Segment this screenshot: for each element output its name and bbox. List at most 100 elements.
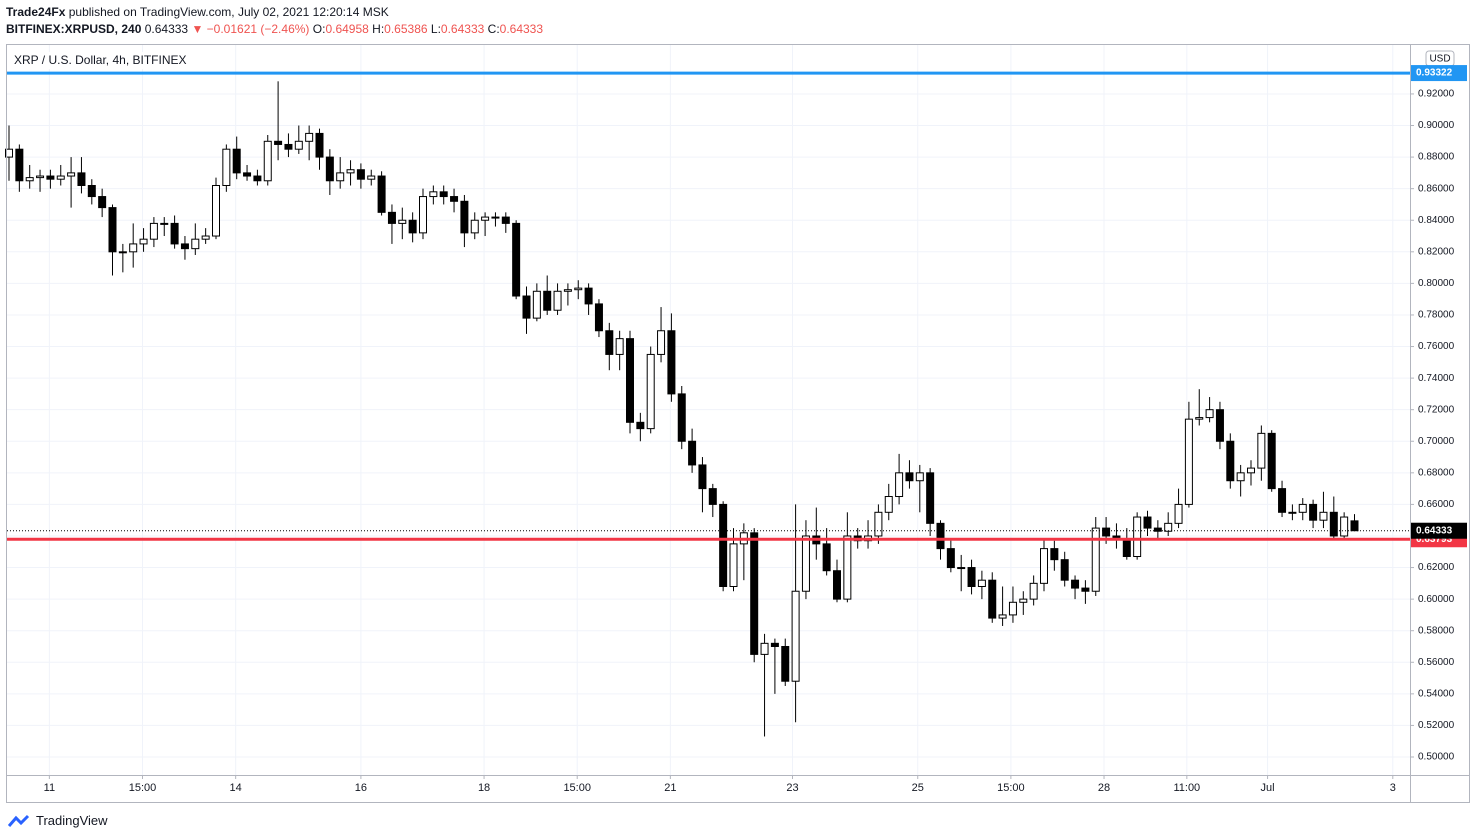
candle-body <box>833 570 841 600</box>
candle-body <box>460 200 469 234</box>
candle-body <box>398 219 407 224</box>
candle-body <box>1309 503 1318 521</box>
candle-body <box>822 543 831 572</box>
candle-body <box>1340 516 1349 537</box>
candle-body <box>408 219 417 234</box>
y-tick-label: 0.52000 <box>1418 720 1455 731</box>
y-tick-label: 0.88000 <box>1418 152 1455 163</box>
candle-body <box>915 472 924 482</box>
candle-body <box>129 243 138 253</box>
candle-body <box>491 216 500 219</box>
candle-body <box>967 567 976 588</box>
candle-body <box>543 290 552 311</box>
candle-body <box>646 353 655 430</box>
candle-body <box>1091 527 1100 592</box>
candle-body <box>770 642 779 647</box>
candle-body <box>1143 516 1152 529</box>
y-tick-label: 0.86000 <box>1418 183 1455 194</box>
candle-body <box>977 579 986 588</box>
x-tick-label: 11 <box>44 782 55 794</box>
candle-body <box>1164 522 1173 532</box>
candle-body <box>760 642 769 655</box>
candle-body <box>346 169 355 174</box>
candle-body <box>657 330 666 355</box>
candle-body <box>895 472 904 498</box>
candle-body <box>574 287 583 291</box>
candle-body <box>5 148 13 158</box>
candle-body <box>243 172 252 177</box>
candle-body <box>356 169 365 180</box>
x-tick-label: 15:00 <box>129 782 157 794</box>
y-tick-label: 0.70000 <box>1418 436 1455 447</box>
candle-body <box>1215 409 1224 442</box>
currency: USD <box>1429 54 1450 65</box>
x-tick-label: 23 <box>786 782 798 794</box>
candle-body <box>926 472 935 524</box>
candle-body <box>553 290 562 311</box>
candle-body <box>212 185 220 237</box>
candle-body <box>605 330 614 355</box>
grid <box>7 45 1410 775</box>
candle-body <box>46 175 55 180</box>
candle-body <box>1350 520 1359 532</box>
symbol: BITFINEX:XRPUSD, 240 <box>6 22 142 36</box>
candle-body <box>56 175 65 180</box>
h-value: 0.65386 <box>384 22 428 36</box>
candle-body <box>1184 418 1193 505</box>
candle-body <box>667 330 676 395</box>
o-label: O: <box>312 22 326 36</box>
candle-body <box>957 567 966 570</box>
x-tick-label: 21 <box>664 782 676 794</box>
candle-body <box>988 579 997 619</box>
footer: TradingView <box>8 813 108 828</box>
axes: 0.50000 0.52000 0.54000 0.56000 0.58000 0.600… <box>44 65 1467 794</box>
candle-body <box>615 338 624 355</box>
last-price-label-bg <box>1411 522 1467 539</box>
x-tick-label: Jul <box>1261 782 1275 794</box>
candle-body <box>294 140 303 150</box>
candle-body <box>305 132 314 142</box>
quote-line: BITFINEX:XRPUSD, 240 0.64333 ▼ −0.01621 … <box>6 21 543 38</box>
candle-body <box>936 522 945 550</box>
published: published on TradingView.com, July 02, 2… <box>68 5 389 19</box>
candle-body <box>222 148 231 187</box>
candle-body <box>180 243 189 250</box>
y-tick-label: 0.80000 <box>1418 278 1455 289</box>
candle-body <box>191 238 200 250</box>
y-tick-label: 0.68000 <box>1418 467 1455 478</box>
candle-body <box>118 251 127 254</box>
o-value: 0.64958 <box>325 22 369 36</box>
candle-body <box>708 488 717 505</box>
candle-body <box>1060 559 1069 581</box>
candle-body <box>67 172 76 177</box>
y-tick-label: 0.56000 <box>1418 657 1455 668</box>
l-value: 0.64333 <box>440 22 485 36</box>
y-tick-label: 0.84000 <box>1418 215 1455 226</box>
candle-body <box>801 535 810 592</box>
candle-body <box>791 590 800 682</box>
candle-body <box>1236 472 1245 482</box>
candle-body <box>419 196 427 234</box>
candle-body <box>843 535 852 600</box>
y-tick-label: 0.58000 <box>1418 625 1455 636</box>
candle-body <box>253 175 262 182</box>
candle-body <box>1081 587 1090 592</box>
candle-body <box>1019 598 1028 603</box>
candle-body <box>481 216 490 221</box>
candle-body <box>1278 488 1287 513</box>
x-tick-label: 14 <box>230 782 242 794</box>
candle-body <box>1288 511 1297 514</box>
candle-body <box>750 532 759 655</box>
candle-body <box>1195 417 1204 420</box>
candle-body <box>263 140 272 182</box>
candle-body <box>25 177 34 182</box>
candle-body <box>98 196 107 209</box>
candle-body <box>377 175 386 213</box>
candle-body <box>512 222 521 297</box>
candle-body <box>1205 409 1214 419</box>
x-tick-label: 18 <box>478 782 490 794</box>
y-tick-label: 0.82000 <box>1418 246 1455 257</box>
candle-body <box>170 222 179 245</box>
change: ▼ −0.01621 (−2.46%) <box>191 22 310 36</box>
candle-body <box>201 235 210 240</box>
